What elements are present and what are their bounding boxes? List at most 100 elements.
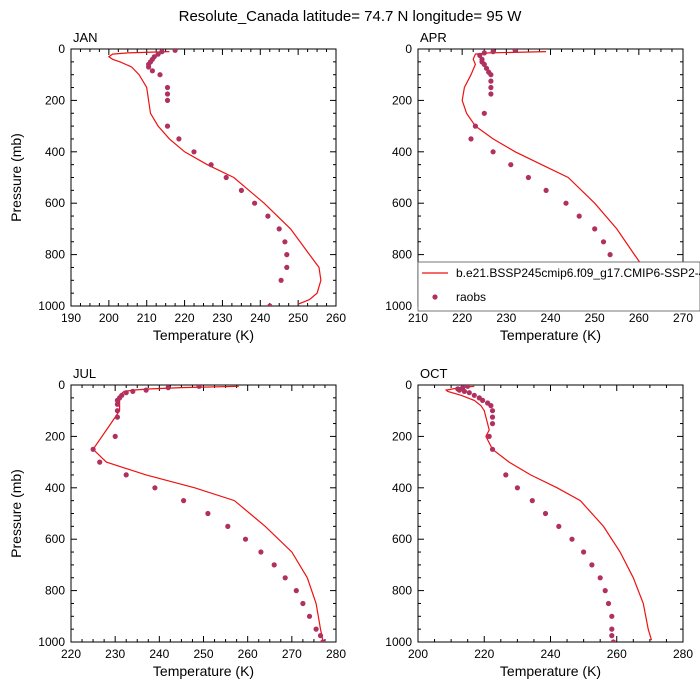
x-tick-label: 280 xyxy=(326,647,346,661)
obs-point xyxy=(284,252,290,258)
x-tick-label: 230 xyxy=(496,311,516,325)
x-tick-label: 190 xyxy=(61,311,81,325)
obs-point xyxy=(569,536,575,542)
x-tick-label: 210 xyxy=(137,311,157,325)
obs-point xyxy=(489,408,496,414)
plot-frame xyxy=(70,48,337,307)
obs-point xyxy=(490,49,496,55)
y-tick-label: 200 xyxy=(392,93,412,107)
x-tick-label: 240 xyxy=(250,311,270,325)
x-tick-label: 240 xyxy=(540,647,560,661)
model-line xyxy=(444,385,653,641)
obs-point xyxy=(480,397,486,403)
x-tick-label: 210 xyxy=(408,311,428,325)
plot-area xyxy=(90,385,326,642)
legend-label-model: b.e21.BSSP245cmip6.f09_g17.CMIP6-SSP2-4.… xyxy=(456,266,700,280)
y-tick-label: 600 xyxy=(45,532,65,546)
obs-point xyxy=(191,149,197,155)
panel-jul: JUL 220 230 240 250 260 270 280 0 200 400 600 800 100… xyxy=(8,366,346,679)
obs-point xyxy=(242,536,249,542)
obs-point xyxy=(609,613,615,619)
obs-point xyxy=(605,600,612,607)
obs-point xyxy=(164,84,171,91)
obs-point xyxy=(159,49,165,55)
obs-point xyxy=(112,433,118,439)
x-tick-label: 270 xyxy=(282,647,302,661)
x-tick-label: 200 xyxy=(408,647,428,661)
panel-title: OCT xyxy=(420,366,448,381)
obs-point xyxy=(529,498,535,504)
obs-point xyxy=(258,549,264,555)
obs-point xyxy=(164,91,171,97)
y-tick-label: 1000 xyxy=(385,635,412,649)
obs-point xyxy=(123,390,129,396)
obs-point xyxy=(152,485,158,491)
obs-point xyxy=(146,64,152,70)
obs-point xyxy=(114,408,120,414)
obs-point xyxy=(477,52,483,59)
y-tick-label: 200 xyxy=(392,429,412,443)
x-tick-label: 220 xyxy=(175,311,195,325)
obs-point xyxy=(556,523,562,530)
panel-title: JUL xyxy=(73,366,96,381)
obs-point xyxy=(602,588,608,594)
x-axis-label: Temperature (K) xyxy=(500,327,601,343)
obs-point xyxy=(488,91,494,97)
obs-point xyxy=(525,174,532,181)
obs-point xyxy=(271,562,277,568)
obs-point xyxy=(514,485,521,491)
obs-point xyxy=(267,303,273,306)
x-axis-label: Temperature (K) xyxy=(500,663,601,679)
panel-title: JAN xyxy=(73,30,98,45)
obs-point xyxy=(488,72,494,78)
obs-point xyxy=(489,421,496,427)
x-tick-label: 220 xyxy=(61,647,81,661)
y-tick-label: 800 xyxy=(392,584,412,598)
y-tick-label: 600 xyxy=(392,196,412,210)
obs-point xyxy=(609,633,615,639)
obs-point xyxy=(176,136,182,142)
y-tick-label: 200 xyxy=(45,429,65,443)
obs-point xyxy=(157,72,163,78)
obs-point xyxy=(293,588,299,594)
obs-point xyxy=(149,68,155,74)
obs-point xyxy=(143,387,149,393)
obs-point xyxy=(609,626,615,632)
plot-area xyxy=(444,385,653,642)
obs-point xyxy=(490,149,496,155)
figure-title: Resolute_Canada latitude= 74.7 N longitu… xyxy=(179,8,523,25)
x-tick-label: 250 xyxy=(193,647,213,661)
y-tick-label: 800 xyxy=(45,584,65,598)
y-tick-label: 600 xyxy=(392,532,412,546)
y-tick-label: 800 xyxy=(45,248,65,262)
obs-point xyxy=(461,388,467,394)
legend: b.e21.BSSP245cmip6.f09_g17.CMIP6-SSP2-4.… xyxy=(417,261,700,312)
obs-point xyxy=(597,575,603,581)
y-axis-label: Pressure (mb) xyxy=(8,133,24,222)
obs-point xyxy=(486,433,492,439)
obs-point xyxy=(488,403,494,409)
obs-point xyxy=(471,392,477,398)
x-tick-label: 230 xyxy=(105,647,125,661)
obs-point xyxy=(306,613,313,619)
panel-jan: JAN 190 200 210 220 230 240 250 260 0 200 400 600 800… xyxy=(8,30,346,343)
obs-point xyxy=(155,51,161,57)
x-tick-label: 200 xyxy=(99,311,119,325)
obs-point xyxy=(488,84,494,91)
obs-point xyxy=(581,549,587,555)
legend-label-obs: raobs xyxy=(456,290,486,304)
y-tick-label: 400 xyxy=(392,145,412,159)
obs-point xyxy=(252,200,258,206)
x-tick-label: 270 xyxy=(673,311,693,325)
obs-point xyxy=(97,459,103,465)
obs-point xyxy=(164,123,171,129)
obs-point xyxy=(456,387,462,393)
obs-point xyxy=(276,226,282,232)
x-tick-label: 240 xyxy=(149,647,169,661)
x-tick-label: 260 xyxy=(326,311,346,325)
x-tick-label: 240 xyxy=(540,311,560,325)
x-axis-label: Temperature (K) xyxy=(153,327,254,343)
x-tick-label: 260 xyxy=(238,647,258,661)
obs-point xyxy=(164,97,171,103)
